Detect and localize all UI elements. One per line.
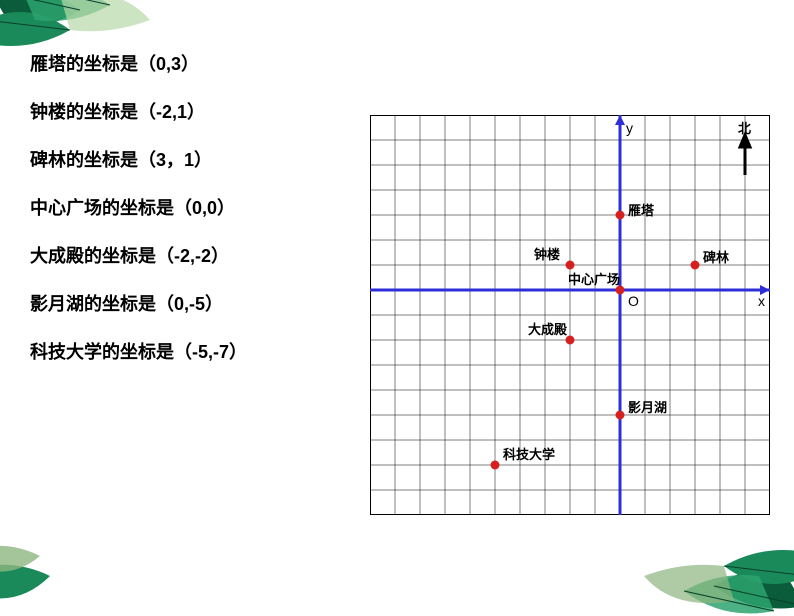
- svg-text:北: 北: [738, 121, 751, 136]
- text-line: 钟楼的坐标是（-2,1）: [30, 98, 360, 124]
- svg-text:y: y: [626, 120, 633, 136]
- text-line: 碑林的坐标是（3，1）: [30, 146, 360, 172]
- text-line: 科技大学的坐标是（-5,-7）: [30, 338, 360, 364]
- svg-text:影月湖: 影月湖: [628, 400, 667, 415]
- text-line: 影月湖的坐标是（0,-5）: [30, 290, 360, 316]
- grid-svg: y x O 北雁塔钟楼 碑林中心广场大成殿影月湖科技大学: [370, 115, 770, 515]
- text-line: 中心广场的坐标是（0,0）: [30, 194, 360, 220]
- coordinate-text-list: 雁塔的坐标是（0,3） 钟楼的坐标是（-2,1） 碑林的坐标是（3，1） 中心广…: [30, 50, 360, 386]
- svg-text:碑林: 碑林: [703, 250, 729, 265]
- text-line: 雁塔的坐标是（0,3）: [30, 50, 360, 76]
- svg-text:钟楼: 钟楼: [534, 247, 560, 262]
- svg-text:O: O: [628, 293, 639, 309]
- svg-text:科技大学: 科技大学: [503, 447, 555, 462]
- svg-text:雁塔: 雁塔: [628, 203, 655, 218]
- svg-text:x: x: [758, 293, 765, 309]
- svg-text:中心广场: 中心广场: [568, 272, 620, 287]
- text-line: 大成殿的坐标是（-2,-2）: [30, 242, 360, 268]
- coordinate-grid-chart: y x O 北雁塔钟楼 碑林中心广场大成殿影月湖科技大学: [370, 115, 770, 515]
- decoration-leaves-bottom-left: [0, 506, 110, 606]
- svg-text:大成殿: 大成殿: [528, 322, 568, 337]
